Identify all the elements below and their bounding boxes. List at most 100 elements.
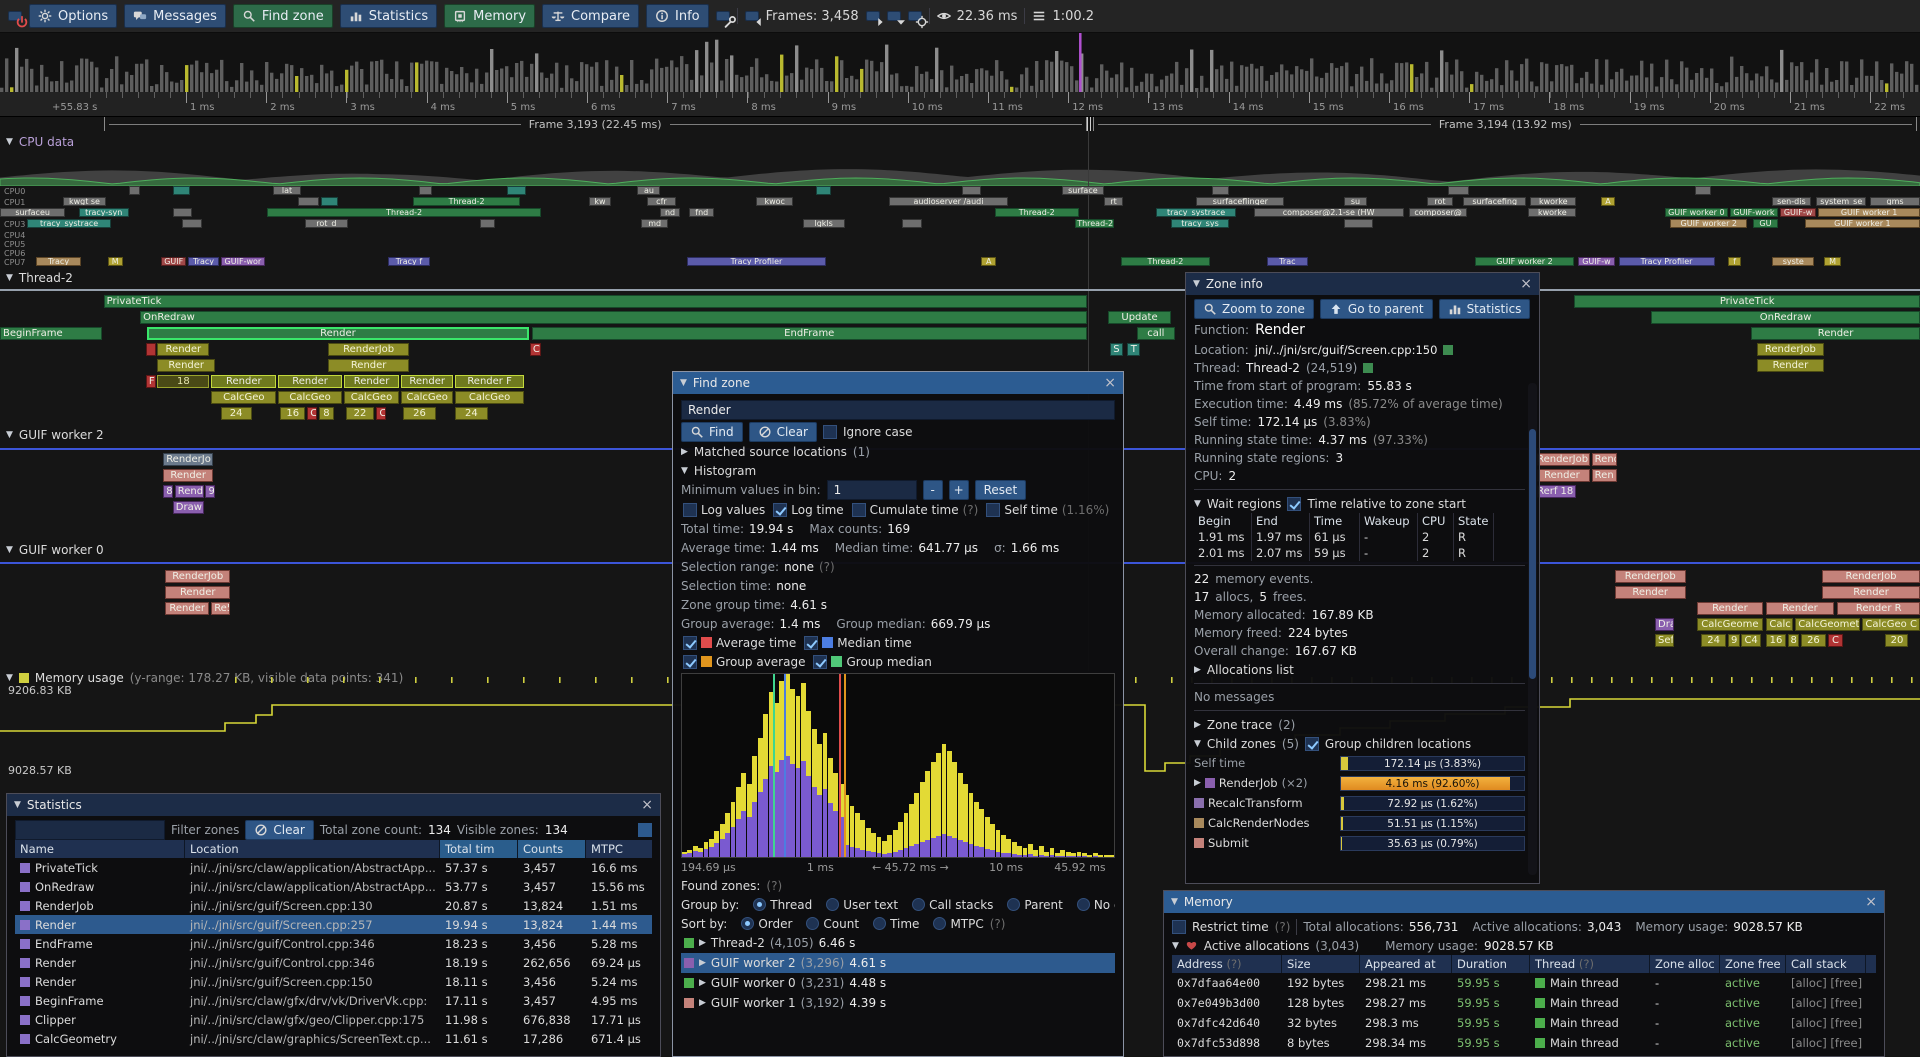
frame-select-button[interactable] (886, 11, 905, 25)
next-frame-button[interactable] (865, 11, 883, 26)
timeline-zone[interactable] (506, 186, 527, 195)
timeline-zone-guif-worker-0[interactable]: GUIF worker 0 (1664, 208, 1728, 217)
timeline-zone-guif-worker-1[interactable]: GUIF worker 1 (1818, 208, 1920, 217)
timeline-zone-tracy-profiler[interactable]: Tracy Profiler (1618, 257, 1715, 266)
timeline-zone-surfaceu[interactable]: surfaceu (0, 208, 66, 217)
timeline-zone-lat[interactable]: lat (272, 186, 302, 195)
timeline-zone-render[interactable]: Render (401, 375, 454, 388)
radio-mtpc[interactable]: MTPC (933, 917, 984, 931)
timeline-zone-render[interactable]: Render (211, 375, 277, 388)
timeline-zone-render[interactable]: Render (1756, 359, 1824, 372)
timeline-zone-c4[interactable]: C4 (1741, 634, 1761, 647)
timeline-zone-sen-dis[interactable]: sen-dis (1772, 197, 1811, 206)
statistics-titlebar[interactable]: ▼ Statistics × (7, 794, 660, 816)
histogram-node[interactable]: ▼ Histogram (681, 463, 757, 478)
radio-thread[interactable]: Thread (753, 898, 812, 912)
timeline-zone-9[interactable]: 9 (205, 485, 216, 498)
timeline-zone[interactable] (172, 208, 192, 217)
timeline-zone-re5[interactable]: Re5 (211, 602, 231, 615)
timeline-zone-tracy-sys[interactable]: tracy_sys (1171, 219, 1229, 228)
radio-call-stacks[interactable]: Call stacks (912, 898, 993, 912)
allocation-row[interactable]: 0x7dfaa64e00 192 bytes 298.21 ms 59.95 s Mai… (1177, 976, 1863, 990)
zone-info-titlebar[interactable]: ▼ Zone info × (1186, 273, 1539, 295)
timeline-zone-onredraw[interactable]: OnRedraw (140, 311, 1087, 324)
timeline-zone-thread-2[interactable]: Thread-2 (1075, 219, 1114, 228)
column-header-counts[interactable]: Counts (518, 840, 586, 858)
timeline-zone-gms[interactable]: gms (1870, 197, 1920, 206)
legend-group-average[interactable]: Group average (683, 654, 805, 669)
timeline-zone-surface[interactable]: surface (1061, 186, 1104, 195)
timeline-zone-c[interactable]: C (376, 407, 386, 420)
wait-region-row[interactable]: 1.91 ms 1.97 ms 61 μs -2 R (1194, 529, 1525, 545)
timeline-zone[interactable] (1211, 186, 1229, 195)
timeline-zone-sef[interactable]: Sef (1655, 634, 1675, 647)
collapse-icon[interactable]: ▼ (1194, 738, 1201, 749)
timeline-zone-draw[interactable]: Draw (172, 501, 204, 514)
timeline-zone-render-r[interactable]: Render R (1837, 602, 1920, 615)
timeline-zone-onredraw[interactable]: OnRedraw (1651, 311, 1920, 324)
timeline-zone-calcgeo[interactable]: CalcGeo (211, 391, 277, 404)
radio-time[interactable]: Time (873, 917, 919, 931)
timeline-zone-renderjob[interactable]: RenderJob (1614, 570, 1686, 583)
collapse-icon[interactable]: ▼ (6, 137, 13, 147)
timeline-zone-render[interactable]: Render (146, 327, 529, 340)
column-header-mtpc[interactable]: MTPC (586, 840, 660, 858)
column-header-duration[interactable]: Duration (1452, 955, 1530, 973)
timeline-zone-audioserver-audi[interactable]: audioserver /audi (888, 197, 1008, 206)
column-header-total-tim[interactable]: Total tim (440, 840, 518, 858)
active-allocations-node[interactable]: ▼ Active allocations (3,043) Memory usag… (1172, 938, 1554, 953)
wait-regions-node[interactable]: ▼ Wait regions Time relative to zone star… (1194, 496, 1466, 511)
timeline-zone-24[interactable]: 24 (1701, 634, 1727, 647)
thread-header-thread-2[interactable]: ▼ Thread-2 (6, 271, 73, 285)
histogram-plot[interactable] (681, 673, 1115, 858)
statistics-row-clipper[interactable]: Clipper jni/../jni/src/claw/gfx/geo/Clipp… (15, 1010, 652, 1029)
timeline-zone-fnd[interactable]: fnd (689, 208, 715, 217)
timeline-zone-render[interactable]: Render (1534, 469, 1590, 482)
reset-button[interactable]: Reset (974, 480, 1027, 500)
timeline-zone-render-f[interactable]: Render F (455, 375, 525, 388)
statistics-row-render[interactable]: Render jni/../jni/src/guif/Control.cpp:34… (15, 953, 652, 972)
zoom-to-zone-button[interactable]: Zoom to zone (1194, 299, 1314, 319)
timeline-zone-f[interactable]: f (1728, 257, 1742, 266)
collapse-icon[interactable]: ▼ (6, 430, 13, 440)
timeline-zone-renderjo[interactable]: RenderJo (163, 453, 214, 466)
timeline-zone-render[interactable]: Render (157, 343, 210, 356)
timeline-zone-calcgeome[interactable]: CalcGeome (1697, 618, 1763, 631)
collapse-icon[interactable]: ▼ (14, 800, 21, 810)
toolbar-button-find-zone[interactable]: Find zone (232, 4, 333, 28)
go-to-parent-button[interactable]: Go to parent (1319, 299, 1433, 319)
toolbar-button-info[interactable]: Info (646, 4, 709, 28)
timeline-zone-render[interactable]: Render (328, 359, 409, 372)
timeline-zone-composer[interactable]: composer@ (1409, 208, 1467, 217)
timeline-zone-rot[interactable]: rot (1426, 197, 1454, 206)
thread-color-swatch[interactable] (1363, 363, 1374, 373)
timeline-zone[interactable] (418, 186, 432, 195)
timeline-zone-surfacefing[interactable]: surfacefing (1463, 197, 1527, 206)
timeline-zone-call[interactable]: call (1136, 327, 1176, 340)
timeline-zone-kworke[interactable]: kworke (1528, 208, 1577, 217)
timeline-zone-8[interactable]: 8 (163, 485, 173, 498)
frame-span[interactable]: Frame 3,194 (13.92 ms) (1093, 117, 1918, 131)
timeline-zone-renderjob[interactable]: RenderJob (165, 570, 231, 583)
timeline-zone-render[interactable]: Render (1751, 327, 1920, 340)
close-icon[interactable]: × (1520, 276, 1532, 292)
wait-region-row[interactable]: 2.01 ms 2.07 ms 59 μs -2 R (1194, 545, 1525, 561)
timeline-zone-composer-2-1-se-hw[interactable]: composer@2.1-se (HW (1253, 208, 1404, 217)
statistics-row-onredraw[interactable]: OnRedraw jni/../jni/src/claw/application/… (15, 877, 652, 896)
column-header-size[interactable]: Size (1282, 955, 1360, 973)
timeline-zone-rt[interactable]: rt (1104, 197, 1124, 206)
search-input[interactable]: Render (681, 400, 1115, 420)
power-button[interactable] (8, 11, 28, 28)
increment-button[interactable]: + (948, 480, 969, 500)
scrollbar-thumb[interactable] (1529, 429, 1536, 679)
radio-count[interactable]: Count (806, 917, 859, 931)
found-zone-group-guif-worker-0[interactable]: ▶ GUIF worker 0 (3,231) 4.48 s (681, 973, 1115, 993)
collapse-icon[interactable]: ▼ (6, 673, 13, 683)
radio-parent[interactable]: Parent (1007, 898, 1063, 912)
child-zones-node[interactable]: ▼ Child zones (5) Group children locations (1194, 736, 1472, 751)
timeline-zone-calcgeo[interactable]: CalcGeo (343, 391, 400, 404)
close-icon[interactable]: × (1865, 894, 1877, 910)
timeline-zone-rerf-18[interactable]: Rerf 18 (1534, 485, 1577, 498)
timeline-zone[interactable] (128, 186, 141, 195)
